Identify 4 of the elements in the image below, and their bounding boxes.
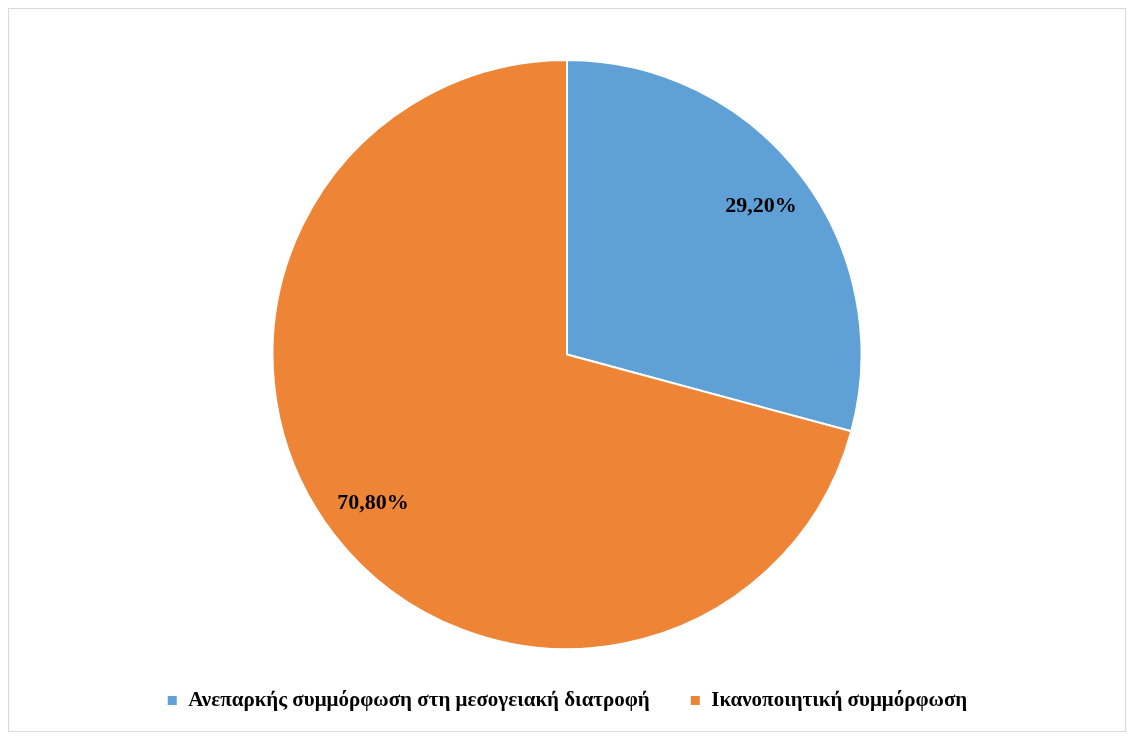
legend-label: Ανεπαρκής συμμόρφωση στη μεσογειακή διατροφή [188,686,650,711]
legend-label: Ικανοποιητική συμμόρφωση [711,686,968,711]
data-label: 29,20% [725,191,797,217]
data-label: 70,80% [337,488,409,514]
